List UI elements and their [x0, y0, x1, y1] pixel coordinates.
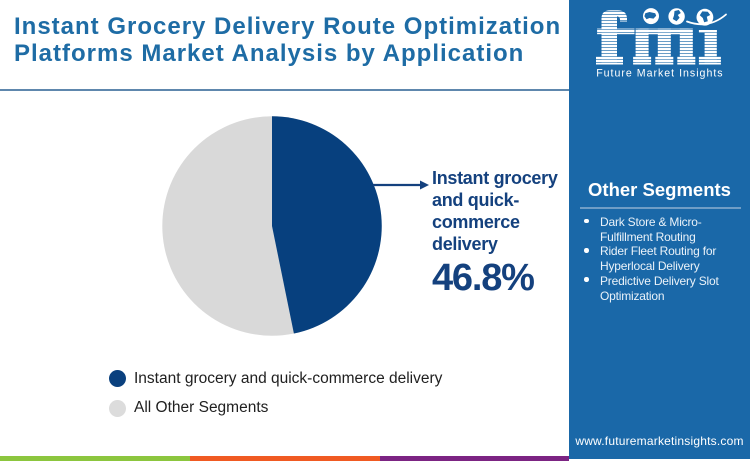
svg-text:Future Market Insights: Future Market Insights [596, 67, 723, 79]
